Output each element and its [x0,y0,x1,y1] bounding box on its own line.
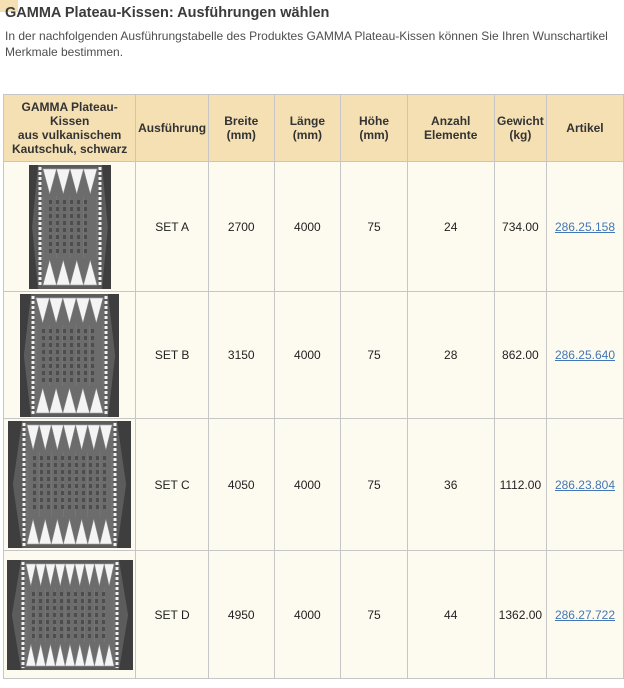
cell-hoehe: 75 [340,550,408,679]
cell-artikel: 286.23.804 [546,418,624,551]
cell-gewicht: 862.00 [493,291,548,419]
product-image-cell [2,161,137,292]
product-image-set-c [5,421,134,548]
cell-artikel: 286.27.722 [546,550,624,679]
intro-line-1: In der nachfolgenden Ausführungstabelle … [5,29,608,43]
artikel-link-set-d[interactable]: 286.27.722 [554,607,616,622]
column-header-anzahl-elemente: Anzahl Elemente [406,94,495,162]
artikel-link-set-a[interactable]: 286.25.158 [554,219,616,234]
cell-ausfuehrung: SET C [135,418,209,551]
product-image-cell [2,291,137,419]
cell-anzahl: 36 [406,418,495,551]
cell-anzahl: 28 [406,291,495,419]
cell-artikel: 286.25.158 [546,161,624,292]
cell-ausfuehrung: SET B [135,291,209,419]
cell-laenge: 4000 [273,161,342,292]
cell-gewicht: 1112.00 [493,418,548,551]
cell-gewicht: 734.00 [493,161,548,292]
cell-ausfuehrung: SET A [135,161,209,292]
column-header-hoehe: Höhe (mm) [340,94,408,162]
table-row-set-c: SET C 4050 4000 75 36 1112.00 286.23.804 [2,418,624,551]
variant-table-container: GAMMA Plateau-Kissen aus vulkanischem Ka… [2,94,624,679]
cell-gewicht: 1362.00 [493,550,548,679]
cell-anzahl: 24 [406,161,495,292]
table-row-set-d: SET D 4950 4000 75 44 1362.00 286.27.722 [2,550,624,679]
product-image-cell [2,550,137,679]
product-image-set-a [5,164,134,289]
cell-hoehe: 75 [340,418,408,551]
table-row-set-b: SET B 3150 4000 75 28 862.00 286.25.640 [2,291,624,419]
column-header-artikel: Artikel [546,94,624,162]
cell-artikel: 286.25.640 [546,291,624,419]
column-header-breite: Breite (mm) [207,94,275,162]
column-header-product: GAMMA Plateau-Kissen aus vulkanischem Ka… [2,94,137,162]
column-header-gewicht: Gewicht (kg) [493,94,548,162]
cell-laenge: 4000 [273,291,342,419]
table-row-set-a: SET A 2700 4000 75 24 734.00 286.25.158 [2,161,624,292]
clipped-tab-fragment [0,0,18,12]
product-image-set-d [5,559,134,670]
intro-text: In der nachfolgenden Ausführungstabelle … [5,29,608,60]
artikel-link-set-b[interactable]: 286.25.640 [554,348,616,362]
variant-table: GAMMA Plateau-Kissen aus vulkanischem Ka… [2,94,624,679]
cell-anzahl: 44 [406,550,495,679]
cell-ausfuehrung: SET D [135,550,209,679]
cell-laenge: 4000 [273,418,342,551]
product-image-set-b [5,293,134,417]
artikel-link-set-c[interactable]: 286.23.804 [554,477,616,492]
product-image-cell [2,418,137,551]
column-header-ausfuehrung: Ausführung [135,94,209,162]
cell-laenge: 4000 [273,550,342,679]
column-header-laenge: Länge (mm) [273,94,342,162]
cell-breite: 2700 [207,161,275,292]
cell-breite: 4050 [207,418,275,551]
cell-hoehe: 75 [340,161,408,292]
cell-breite: 3150 [207,291,275,419]
table-header-row: GAMMA Plateau-Kissen aus vulkanischem Ka… [2,94,624,162]
cell-hoehe: 75 [340,291,408,419]
intro-line-2: Merkmale bestimmen. [5,44,124,59]
page-title: GAMMA Plateau-Kissen: Ausführungen wähle… [5,5,330,21]
cell-breite: 4950 [207,550,275,679]
